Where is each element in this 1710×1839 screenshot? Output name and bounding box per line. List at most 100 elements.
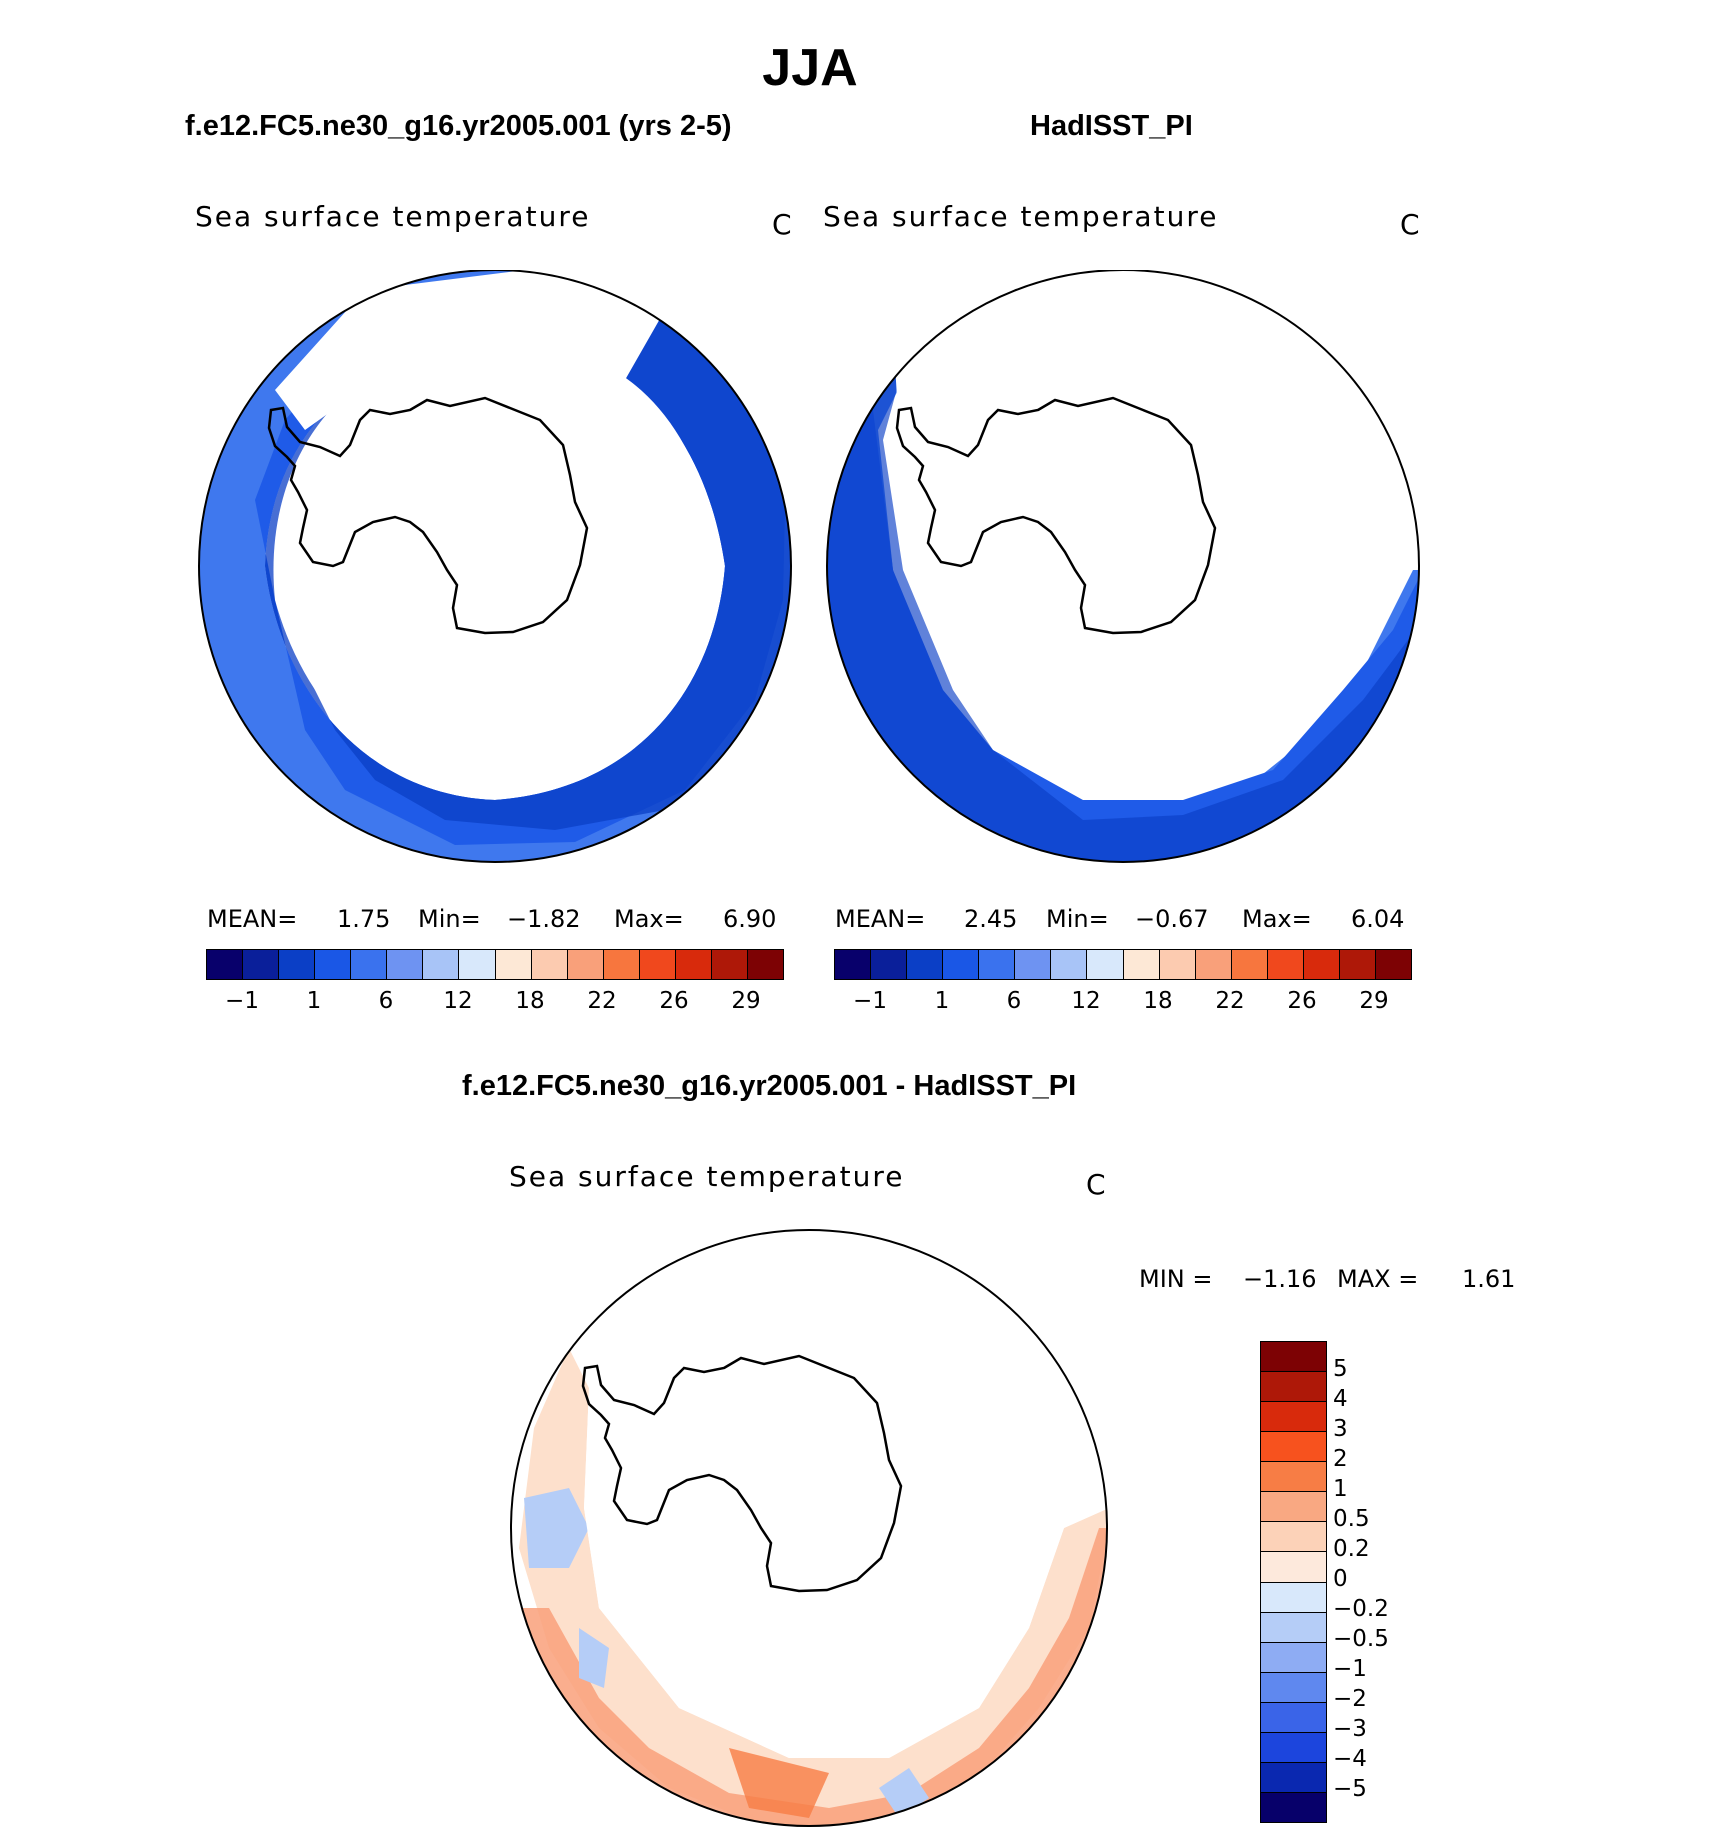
panel-2-colorbar-color-box (1087, 950, 1124, 979)
panel-2-colorbar (834, 949, 1412, 980)
panel-1-colorbar-color-box (495, 950, 532, 979)
panel-1-colorbar-tick-label: 1 (306, 988, 322, 1014)
difference-colorbar-tick-label: 2 (1333, 1446, 1348, 1472)
panel-1-min: −1.82 (507, 905, 581, 933)
panel-1-colorbar-color-box (315, 950, 352, 979)
panel-2-mean: 2.45 (964, 905, 1018, 933)
panel-1-colorbar-color-box (531, 950, 568, 979)
panel-2-variable: Sea surface temperature (823, 200, 1219, 233)
panel-1-variable: Sea surface temperature (195, 200, 591, 233)
difference-min: −1.16 (1243, 1265, 1317, 1293)
difference-colorbar-tick-label: 0.5 (1333, 1506, 1370, 1532)
panel-2-colorbar-tick-label: 18 (1143, 988, 1173, 1014)
panel-2-colorbar-color-box (835, 950, 872, 979)
difference-colorbar-color-box (1261, 1762, 1326, 1793)
difference-colorbar-color-box (1261, 1462, 1326, 1493)
difference-colorbar-tick-label: 3 (1333, 1416, 1348, 1442)
difference-colorbar-color-box (1261, 1432, 1326, 1463)
panel-2-case-title: HadISST_PI (1030, 110, 1193, 142)
panel-1-mean-label: MEAN= (207, 905, 298, 933)
difference-colorbar-color-box (1261, 1672, 1326, 1703)
panel-2-colorbar-tick-label: 12 (1071, 988, 1101, 1014)
difference-colorbar-tick-label: −0.2 (1333, 1596, 1389, 1622)
panel-1-colorbar-tick-label: 6 (378, 988, 394, 1014)
difference-colorbar-color-box (1261, 1402, 1326, 1433)
panel-1-colorbar-color-box (351, 950, 388, 979)
difference-variable: Sea surface temperature (509, 1160, 905, 1193)
panel-1-colorbar-tick-label: 29 (731, 988, 761, 1014)
panel-1-colorbar-color-box (423, 950, 460, 979)
difference-colorbar-tick-label: 1 (1333, 1476, 1348, 1502)
panel-1-colorbar-color-box (603, 950, 640, 979)
panel-1-colorbar-color-box (747, 950, 783, 979)
difference-colorbar-color-box (1261, 1522, 1326, 1553)
panel-1-colorbar-color-box (243, 950, 280, 979)
difference-min-label: MIN = (1139, 1265, 1213, 1293)
panel-2-colorbar-color-box (979, 950, 1016, 979)
panel-2-units: C (1400, 208, 1420, 241)
difference-colorbar-color-box (1261, 1732, 1326, 1763)
panel-2-colorbar-color-box (1339, 950, 1376, 979)
difference-colorbar-labels: 5 4 3 2 1 0.5 0.2 0 −0.2 −0.5 −1 −2 −3 −4 −5 (1333, 1341, 1463, 1821)
panel-2-colorbar-labels: −1 1 6 12 18 22 26 29 (834, 988, 1410, 1018)
panel-2-colorbar-color-box (1195, 950, 1232, 979)
panel-2-colorbar-color-box (1015, 950, 1052, 979)
panel-2-colorbar-color-box (871, 950, 908, 979)
panel-2-colorbar-color-box (943, 950, 980, 979)
panel-2-colorbar-color-box (1123, 950, 1160, 979)
panel-2-min: −0.67 (1135, 905, 1209, 933)
panel-2-colorbar-color-box (1303, 950, 1340, 979)
difference-map (510, 1229, 1108, 1827)
panel-1-colorbar-labels: −1 1 6 12 18 22 26 29 (206, 988, 782, 1018)
panel-1-colorbar-color-box (279, 950, 316, 979)
panel-2-max: 6.04 (1351, 905, 1405, 933)
panel-2-colorbar-color-box (907, 950, 944, 979)
panel-1-colorbar (206, 949, 784, 980)
panel-2-colorbar-color-box (1159, 950, 1196, 979)
difference-colorbar (1260, 1341, 1327, 1823)
panel-2-colorbar-color-box (1267, 950, 1304, 979)
panel-1-colorbar-color-box (207, 950, 244, 979)
difference-colorbar-tick-label: 0.2 (1333, 1536, 1370, 1562)
panel-2-colorbar-tick-label: 6 (1006, 988, 1022, 1014)
panel-1-colorbar-tick-label: 26 (659, 988, 689, 1014)
panel-2-colorbar-tick-label: 29 (1359, 988, 1389, 1014)
difference-colorbar-color-box (1261, 1582, 1326, 1613)
difference-colorbar-tick-label: −2 (1333, 1686, 1367, 1712)
panel-1-colorbar-color-box (711, 950, 748, 979)
panel-1-units: C (772, 208, 792, 241)
panel-2-colorbar-tick-label: 22 (1215, 988, 1245, 1014)
panel-1-colorbar-tick-label: −1 (225, 988, 259, 1014)
figure-title: JJA (762, 39, 858, 97)
panel-2-map (826, 270, 1420, 863)
panel-1-case-title: f.e12.FC5.ne30_g16.yr2005.001 (yrs 2-5) (185, 110, 732, 142)
difference-colorbar-color-box (1261, 1342, 1326, 1373)
panel-1-max: 6.90 (723, 905, 777, 933)
panel-1-max-label: Max= (614, 905, 684, 933)
panel-2-mean-label: MEAN= (835, 905, 926, 933)
difference-colorbar-color-box (1261, 1792, 1326, 1822)
difference-colorbar-tick-label: 5 (1333, 1356, 1348, 1382)
panel-1-colorbar-color-box (567, 950, 604, 979)
panel-1-colorbar-color-box (387, 950, 424, 979)
difference-colorbar-color-box (1261, 1552, 1326, 1583)
difference-title: f.e12.FC5.ne30_g16.yr2005.001 - HadISST_… (462, 1070, 1077, 1102)
difference-colorbar-color-box (1261, 1372, 1326, 1403)
difference-max: 1.61 (1462, 1265, 1516, 1293)
panel-2-colorbar-color-box (1051, 950, 1088, 979)
panel-1-colorbar-color-box (459, 950, 496, 979)
panel-1-colorbar-tick-label: 18 (515, 988, 545, 1014)
difference-colorbar-tick-label: −3 (1333, 1716, 1367, 1742)
difference-colorbar-color-box (1261, 1702, 1326, 1733)
difference-colorbar-tick-label: −5 (1333, 1776, 1367, 1802)
panel-1-colorbar-tick-label: 12 (443, 988, 473, 1014)
panel-2-min-label: Min= (1046, 905, 1109, 933)
panel-2-colorbar-color-box (1375, 950, 1411, 979)
difference-colorbar-color-box (1261, 1492, 1326, 1523)
panel-1-colorbar-tick-label: 22 (587, 988, 617, 1014)
panel-1-colorbar-color-box (675, 950, 712, 979)
difference-colorbar-tick-label: 0 (1333, 1566, 1348, 1592)
difference-colorbar-tick-label: −0.5 (1333, 1626, 1389, 1652)
difference-units: C (1086, 1168, 1106, 1201)
difference-colorbar-tick-label: 4 (1333, 1386, 1348, 1412)
